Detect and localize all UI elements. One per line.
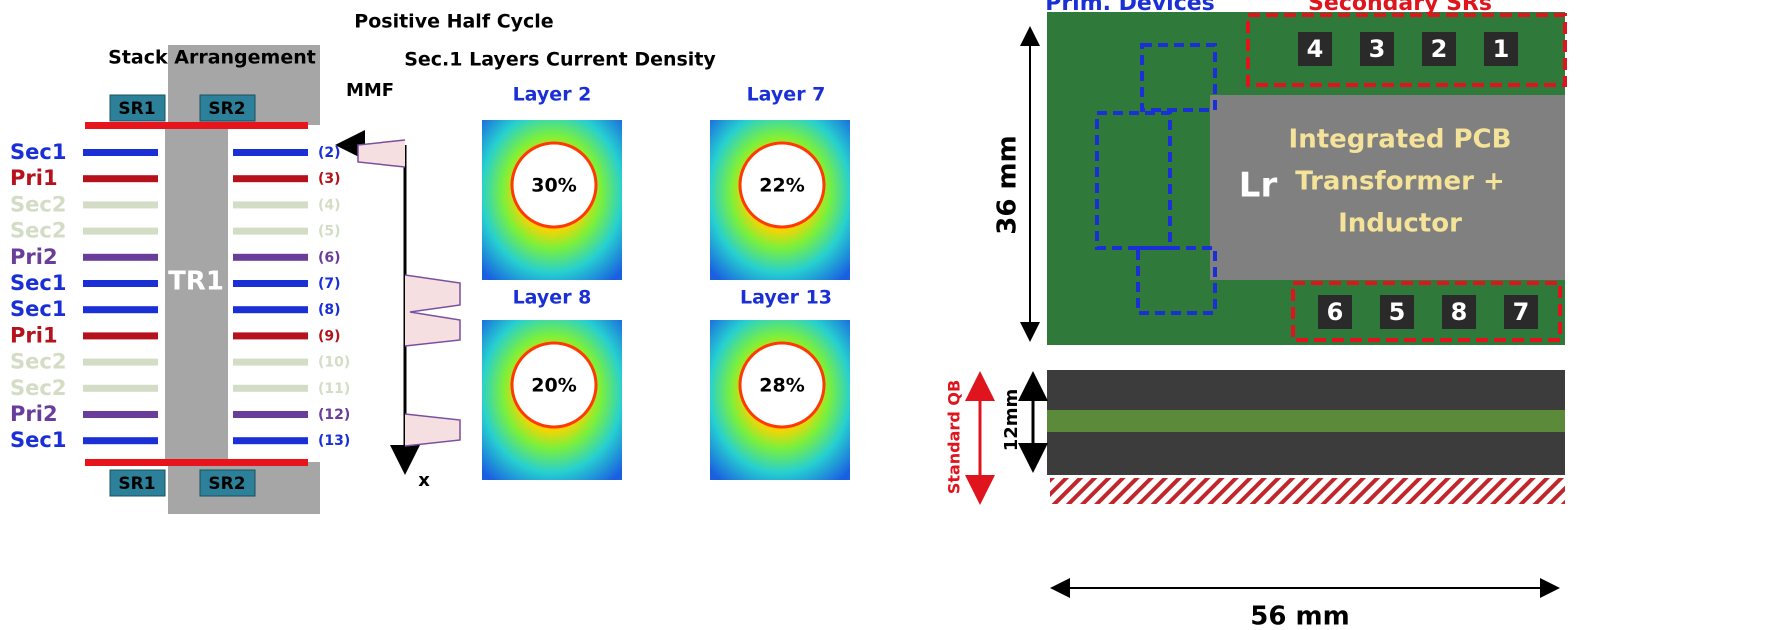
sr-number: 4 [1307,35,1324,63]
core-label: TR1 [168,267,224,297]
width-dim: 56 mm [1250,602,1349,630]
transformer-label: Transformer + [1295,167,1505,197]
standard-label: Standard QB [945,380,964,494]
layer-bar [233,228,308,235]
layer-bar [83,280,158,287]
layer-name: Sec1 [10,140,66,164]
mmf-profile [358,140,460,446]
layer-title: Layer 8 [513,287,592,309]
height-dim: 36 mm [993,135,1023,234]
red-plate [85,122,308,129]
percent: 22% [759,175,804,197]
layer-index: (7) [318,276,341,292]
layer-bar [233,280,308,287]
layer-index: (10) [318,355,350,371]
layer-index: (11) [318,381,350,397]
sr-label: SR1 [118,474,155,494]
x-label: x [418,470,430,491]
sr-label: SR1 [118,99,155,119]
layer-bar [233,411,308,418]
layer-bar [83,359,158,366]
layer-bar [83,411,158,418]
layer-index: (2) [318,145,341,161]
thickness-label: 12mm [1001,389,1022,452]
sec-label: Secondary SRs [1308,0,1492,16]
figure: Positive Half Cycle Stack Arrangement MM… [0,0,1781,630]
layer-title: Layer 13 [740,287,832,309]
sr-number: 8 [1451,298,1468,326]
sr-label: SR2 [208,99,245,119]
layer-bar [233,385,308,392]
side-pcb [1047,410,1565,432]
title: Positive Half Cycle [354,11,553,33]
layer-name: Pri1 [10,323,58,347]
inductor-label: Lr [1239,166,1278,206]
layer-name: Sec1 [10,271,66,295]
stack-title: Stack Arrangement [108,47,316,69]
layer-index: (6) [318,250,341,266]
layer-name: Sec2 [10,219,66,243]
layer-name: Pri1 [10,166,58,190]
layer-index: (12) [318,407,350,423]
layer-name: Pri2 [10,402,58,426]
sr-number: 5 [1389,298,1406,326]
layer-title: Layer 2 [513,84,592,106]
layer-bar [233,306,308,313]
layer-bar [83,385,158,392]
layer-name: Sec1 [10,297,66,321]
sr-label: SR2 [208,474,245,494]
layer-name: Sec2 [10,350,66,374]
sr-number: 6 [1327,298,1344,326]
percent: 30% [531,175,576,197]
layer-name: Sec1 [10,428,66,452]
transformer-label: Integrated PCB [1289,125,1512,155]
layer-title: Layer 7 [747,84,826,106]
layer-index: (13) [318,433,350,449]
layer-bar [83,228,158,235]
layer-bar [83,254,158,261]
hatch [1050,478,1565,504]
density-title: Sec.1 Layers Current Density [404,49,716,71]
mmf-label: MMF [346,80,394,101]
layer-index: (5) [318,224,341,240]
layer-bar [233,437,308,444]
layer-bar [83,306,158,313]
layer-bar [233,149,308,156]
transformer-label: Inductor [1338,209,1462,239]
layer-bar [83,201,158,208]
layer-bar [233,254,308,261]
layer-bar [233,332,308,339]
sr-number: 7 [1513,298,1530,326]
layer-bar [233,201,308,208]
layer-name: Sec2 [10,192,66,216]
sr-number: 2 [1431,35,1448,63]
percent: 28% [759,375,804,397]
prim-label: Prim. Devices [1045,0,1215,16]
layer-bar [83,437,158,444]
layer-bar [83,149,158,156]
layer-bar [83,175,158,182]
layer-index: (8) [318,302,341,318]
layer-index: (3) [318,171,341,187]
sr-number: 3 [1369,35,1386,63]
layer-bar [83,332,158,339]
layer-bar [233,359,308,366]
layer-name: Pri2 [10,245,58,269]
layer-bar [233,175,308,182]
layer-index: (4) [318,197,341,213]
layer-name: Sec2 [10,376,66,400]
layer-index: (9) [318,328,341,344]
percent: 20% [531,375,576,397]
red-plate [85,459,308,466]
sr-number: 1 [1493,35,1510,63]
